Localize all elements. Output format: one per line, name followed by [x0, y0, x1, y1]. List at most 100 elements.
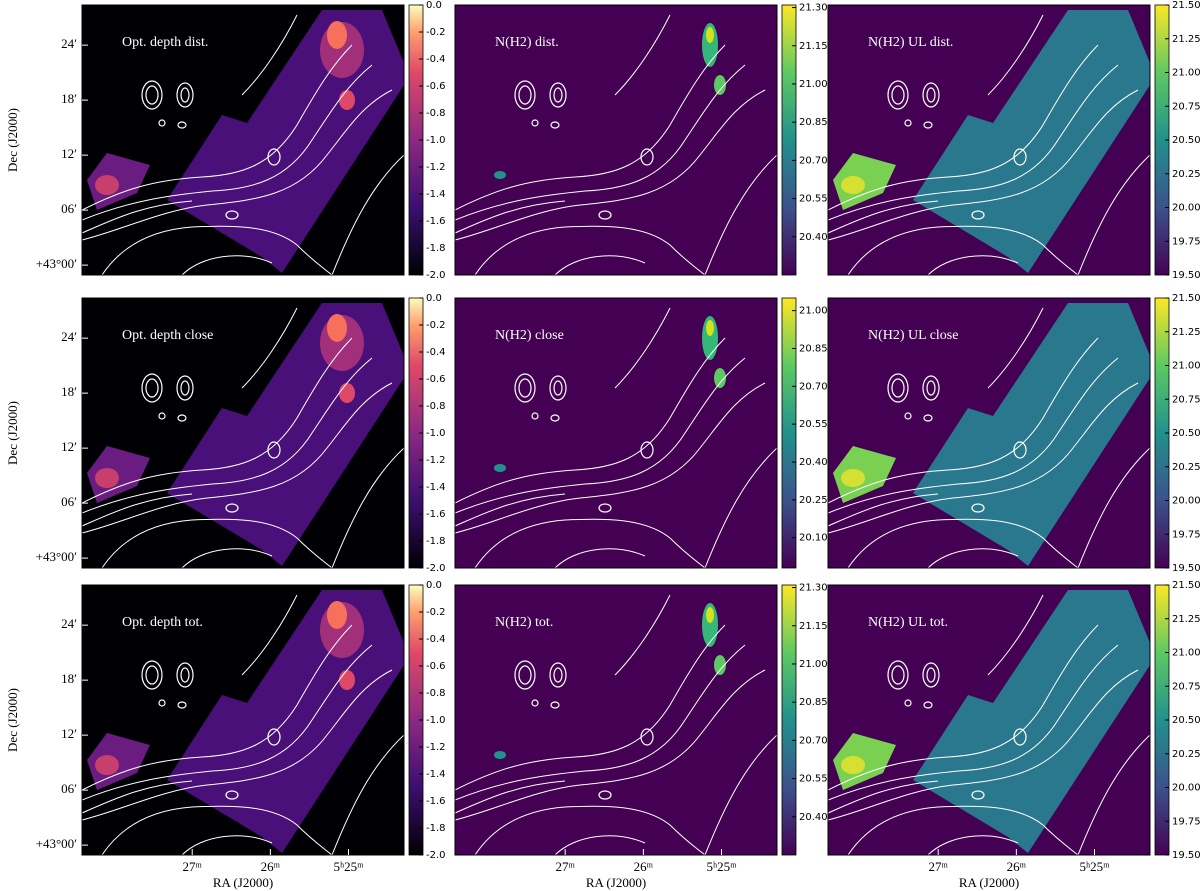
- colorbar-tick-label: -2.0: [426, 563, 446, 574]
- contour: [331, 447, 404, 568]
- contour: [614, 594, 671, 676]
- colorbar-tick-label: 21.00: [1172, 648, 1200, 659]
- panel-title: N(H2) UL tot.: [868, 615, 948, 630]
- contour: [640, 441, 654, 459]
- panel-title: Opt. depth close: [122, 328, 213, 343]
- colorbar-tick-label: 21.00: [799, 306, 828, 317]
- colorbar-tick-label: 19.75: [1172, 816, 1200, 827]
- contour: [553, 87, 563, 103]
- panel-frame: [454, 584, 778, 856]
- image-content: [82, 590, 404, 855]
- x-tick-label: 26ᵐ: [634, 859, 654, 874]
- footprint: [833, 153, 896, 210]
- image-background: [455, 5, 777, 275]
- contour: [904, 119, 912, 127]
- colorbar-gradient: [781, 4, 797, 276]
- contour: [101, 518, 333, 568]
- contour: [82, 382, 393, 534]
- contour: [926, 380, 936, 396]
- image-content: [828, 590, 1150, 855]
- contour: [550, 701, 560, 709]
- colorbar-tick-label: 20.40: [799, 232, 828, 243]
- colorbar-tick-label: 20.75: [1172, 681, 1200, 692]
- contour: [1077, 447, 1150, 568]
- colorbar-tick-label: -1.4: [426, 482, 446, 493]
- contour: [455, 780, 566, 814]
- colorbar-tick-label: -1.0: [426, 715, 446, 726]
- image-content: [82, 10, 404, 275]
- image-content: [82, 303, 404, 568]
- contour: [455, 669, 766, 821]
- contour: [181, 255, 273, 275]
- panel-frame: [81, 297, 405, 569]
- colorbar-tick-label: 20.25: [799, 495, 828, 506]
- contour: [704, 447, 777, 568]
- panel-title: N(H2) dist.: [495, 35, 559, 50]
- panel: Opt. depth close +43°00′ 06′ 12′ 18′ 24′ Dec (…: [5, 293, 446, 574]
- contour: [926, 87, 936, 103]
- x-tick-label: 26ᵐ: [261, 859, 281, 874]
- contour: [987, 14, 1044, 96]
- contour: [82, 200, 193, 234]
- colorbar-tick-label: 19.75: [1172, 236, 1200, 247]
- contour: [828, 200, 939, 234]
- colorbar-tick-label: 19.75: [1172, 529, 1200, 540]
- emission: [706, 27, 714, 43]
- colorbar-gradient: [781, 297, 797, 569]
- emission: [339, 670, 355, 690]
- contour: [145, 378, 159, 398]
- colorbar-tick-label: 20.25: [1172, 749, 1200, 760]
- contour: [891, 665, 905, 685]
- contour: [904, 412, 912, 420]
- colorbar-tick-label: 21.15: [799, 621, 828, 632]
- contour: [971, 790, 985, 800]
- contour: [922, 375, 940, 401]
- contour: [455, 644, 746, 801]
- colorbar-tick-label: 20.25: [1172, 169, 1200, 180]
- y-axis-label: Dec (J2000): [5, 108, 20, 172]
- colorbar-tick-label: 21.25: [1172, 614, 1200, 625]
- y-tick-label: +43°00′: [36, 549, 78, 564]
- contour: [828, 357, 1119, 514]
- colorbar-tick-label: -1.6: [426, 509, 446, 520]
- emission: [841, 176, 865, 194]
- colorbar-tick-label: -1.2: [426, 455, 446, 466]
- contour: [176, 662, 194, 688]
- contour: [704, 734, 777, 855]
- contour: [455, 382, 766, 534]
- image-background: [455, 298, 777, 568]
- footprint: [87, 733, 150, 790]
- colorbar: -2.0 -1.8 -1.6 -1.4 -1.2 -1.0 -0.8 -0.6 -0.4 -0.2…: [408, 293, 446, 574]
- contour: [614, 307, 671, 389]
- colorbar-tick-label: -1.6: [426, 216, 446, 227]
- colorbar-tick-label: -0.4: [426, 347, 446, 358]
- colorbar-tick-label: -2.0: [426, 850, 446, 861]
- image-content: [455, 14, 777, 275]
- x-tick-label: 27ᵐ: [183, 859, 203, 874]
- y-tick-label: 18′: [61, 384, 77, 399]
- image: [455, 585, 777, 855]
- colorbar-tick-label: -1.6: [426, 796, 446, 807]
- contour: [923, 701, 933, 709]
- contour: [158, 412, 166, 420]
- colorbar-tick-label: 20.50: [1172, 135, 1200, 146]
- contour: [598, 210, 612, 220]
- panel-title: N(H2) UL close: [868, 328, 958, 343]
- emission: [702, 603, 718, 647]
- x-tick-label: 27ᵐ: [929, 859, 949, 874]
- contour: [549, 82, 567, 108]
- y-tick-label: 18′: [61, 671, 77, 686]
- contour: [241, 14, 298, 96]
- colorbar-tick-label: -0.8: [426, 108, 446, 119]
- colorbar-tick-label: 21.25: [1172, 34, 1200, 45]
- contour: [531, 119, 539, 127]
- contour: [598, 790, 612, 800]
- footprint: [833, 733, 896, 790]
- emission: [714, 75, 726, 95]
- contour: [891, 378, 905, 398]
- contour: [455, 44, 726, 211]
- colorbar-tick-label: 20.40: [799, 812, 828, 823]
- panel: N(H2) close 20.10 20.25 20.40 20.55 20.70 20.8…: [454, 297, 828, 569]
- contour: [828, 64, 1119, 221]
